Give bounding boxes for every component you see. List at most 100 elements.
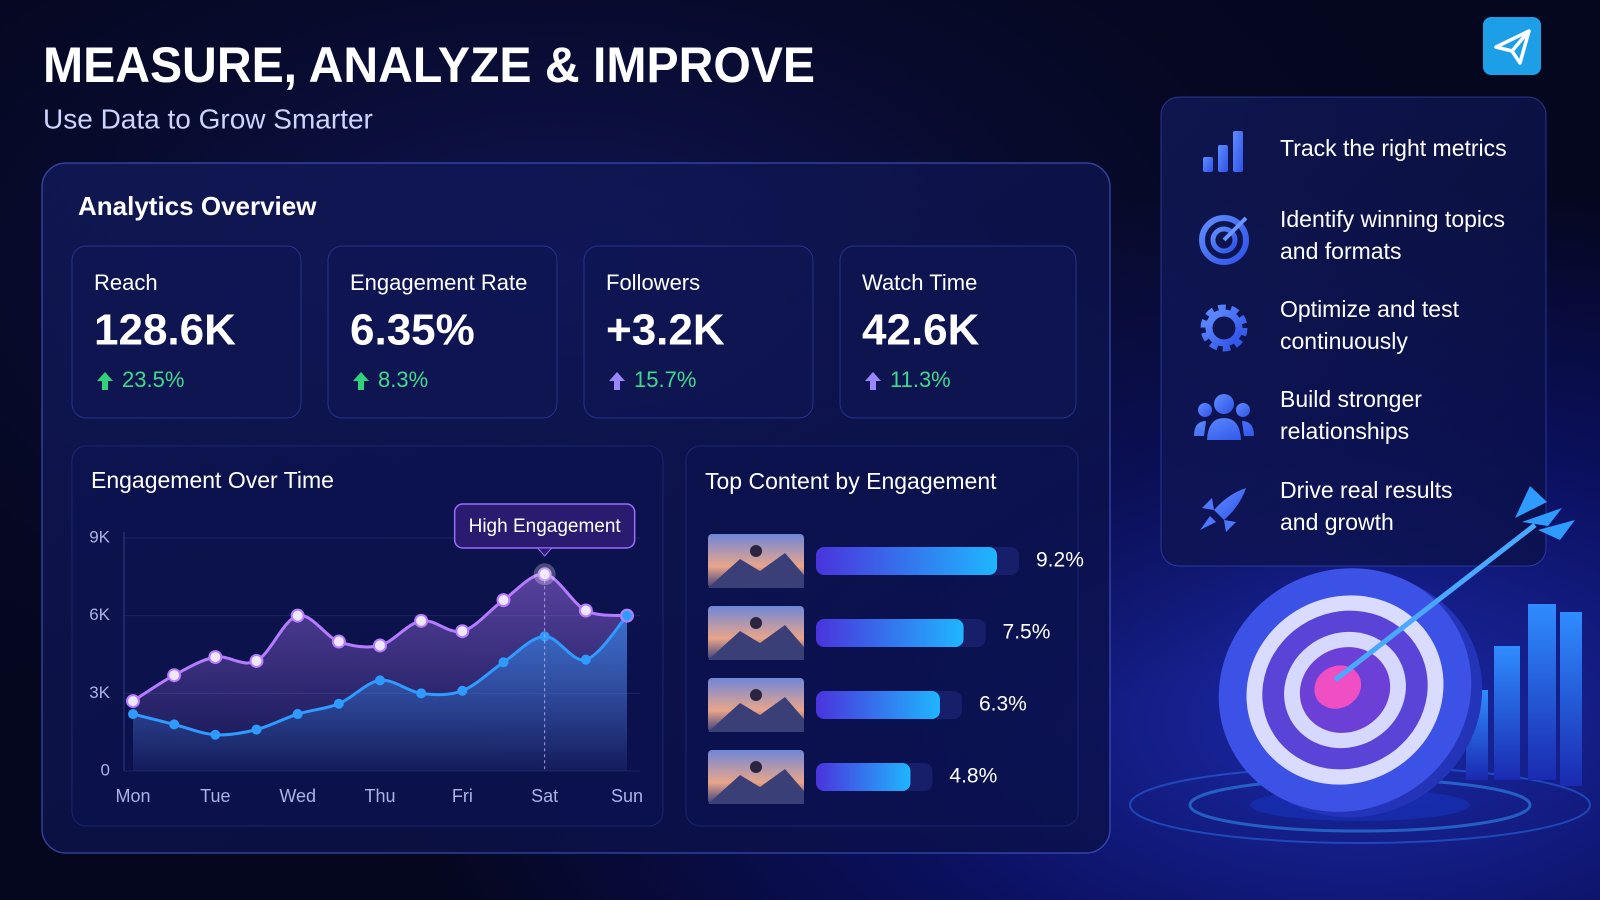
thumbnail-figure — [750, 545, 762, 557]
dart-shaft — [1333, 523, 1537, 682]
value-label: 9.2% — [1036, 549, 1084, 572]
sidebar-item: Identify winning topics — [1280, 206, 1505, 232]
kpi-label: Reach — [94, 270, 158, 295]
x-tick-label: Tue — [200, 786, 230, 806]
deco-column — [1560, 612, 1582, 786]
point — [622, 610, 632, 621]
sidebar-panel — [1160, 96, 1547, 567]
point — [578, 603, 593, 618]
kpi-arrow — [609, 372, 625, 390]
rocket-icon — [1214, 488, 1246, 520]
kpi-label: Watch Time — [862, 270, 977, 295]
target-icon — [1199, 215, 1249, 265]
kpi-label: Followers — [606, 270, 700, 295]
deco-column — [1494, 646, 1520, 780]
thumbnail-mountain — [708, 625, 804, 660]
metrics-icon — [1218, 145, 1228, 172]
y-tick-label: 9K — [89, 527, 110, 546]
point — [128, 709, 138, 720]
kpi-row: Reach 128.6K 23.5% Engagement Rate 6.35% 8.3%… — [71, 245, 1077, 419]
kpi-value: 128.6K — [94, 306, 236, 355]
sidebar-item: continuously — [1280, 328, 1408, 354]
y-tick-label: 3K — [89, 683, 110, 702]
thumbnail-figure — [750, 689, 762, 701]
x-tick-label: Sun — [611, 786, 643, 806]
point — [251, 724, 262, 735]
thumbnail-figure — [750, 761, 762, 773]
kpi-value: 6.35% — [350, 306, 475, 355]
value-label: 6.3% — [979, 693, 1027, 716]
bar — [816, 691, 940, 719]
line-chart-title: Engagement Over Time — [91, 467, 334, 493]
people-icon — [1236, 403, 1250, 417]
sidebar-item: and growth — [1280, 509, 1394, 535]
point — [331, 634, 346, 649]
kpi-change: 23.5% — [122, 367, 184, 392]
point — [455, 624, 470, 639]
point — [169, 719, 180, 730]
annotation-pointer — [536, 547, 553, 557]
point — [457, 685, 468, 696]
sidebar-item: Optimize and test — [1280, 296, 1460, 322]
page-subtitle: Use Data to Grow Smarter — [43, 103, 373, 134]
value-label: 7.5% — [1003, 621, 1051, 644]
sidebar-item: and formats — [1280, 238, 1401, 264]
kpi-change: 15.7% — [634, 367, 696, 392]
sidebar-item: Drive real results — [1280, 477, 1453, 503]
point — [292, 709, 303, 720]
thumbnail-figure — [750, 617, 762, 629]
page-title: MEASURE, ANALYZE & IMPROVE — [43, 37, 815, 93]
point — [373, 638, 387, 653]
point — [498, 657, 509, 668]
metrics-icon — [1203, 157, 1213, 172]
rocket-icon — [1200, 498, 1236, 532]
kpi-card — [71, 245, 302, 419]
kpi-arrow — [97, 372, 113, 390]
sidebar-item: relationships — [1280, 418, 1409, 444]
kpi-arrow — [865, 372, 881, 390]
x-tick-label: Fri — [452, 786, 473, 806]
kpi-value: 42.6K — [862, 306, 980, 355]
point — [167, 668, 182, 683]
target-icon — [1210, 226, 1238, 254]
sidebar-icons — [1194, 131, 1254, 532]
thumbnail-mountain — [708, 553, 804, 588]
point — [414, 613, 429, 628]
y-tick-label: 0 — [101, 760, 110, 779]
gear-icon — [1200, 304, 1248, 352]
point — [210, 729, 221, 740]
point — [333, 698, 344, 709]
thumbnail-mountain — [708, 697, 804, 732]
value-label: 4.8% — [949, 765, 997, 788]
bar-chart-title: Top Content by Engagement — [705, 468, 997, 494]
kpi-card — [839, 245, 1077, 419]
metrics-icon — [1233, 131, 1243, 172]
target-icon — [1222, 216, 1248, 242]
sidebar-list: Track the right metrics Identify winning … — [1280, 135, 1507, 535]
bar — [816, 619, 964, 647]
kpi-arrow — [353, 372, 369, 390]
highlight-glow — [533, 563, 556, 586]
share-icon[interactable] — [1483, 17, 1541, 75]
point — [249, 653, 264, 668]
share-icon-glyph[interactable] — [1494, 29, 1531, 65]
panel-title: Analytics Overview — [78, 191, 317, 221]
point — [416, 688, 427, 699]
kpi-change: 8.3% — [378, 367, 428, 392]
point — [375, 675, 385, 686]
y-tick-label: 6K — [89, 605, 110, 624]
thumbnail-mountain — [708, 769, 804, 804]
target-center — [1314, 665, 1362, 709]
x-tick-label: Sat — [531, 786, 558, 806]
kpi-card — [583, 245, 814, 419]
point — [290, 608, 305, 623]
point — [126, 694, 140, 709]
point — [580, 654, 591, 665]
bar — [816, 763, 911, 791]
line-chart: 0 3K 6K 9K Mon Tue Wed Thu Fri Sat Sun High Engagem… — [89, 503, 643, 806]
people-icon — [1214, 394, 1234, 414]
share-icon-bg[interactable] — [1483, 17, 1541, 75]
people-icon — [1198, 403, 1212, 417]
people-icon — [1194, 418, 1254, 440]
